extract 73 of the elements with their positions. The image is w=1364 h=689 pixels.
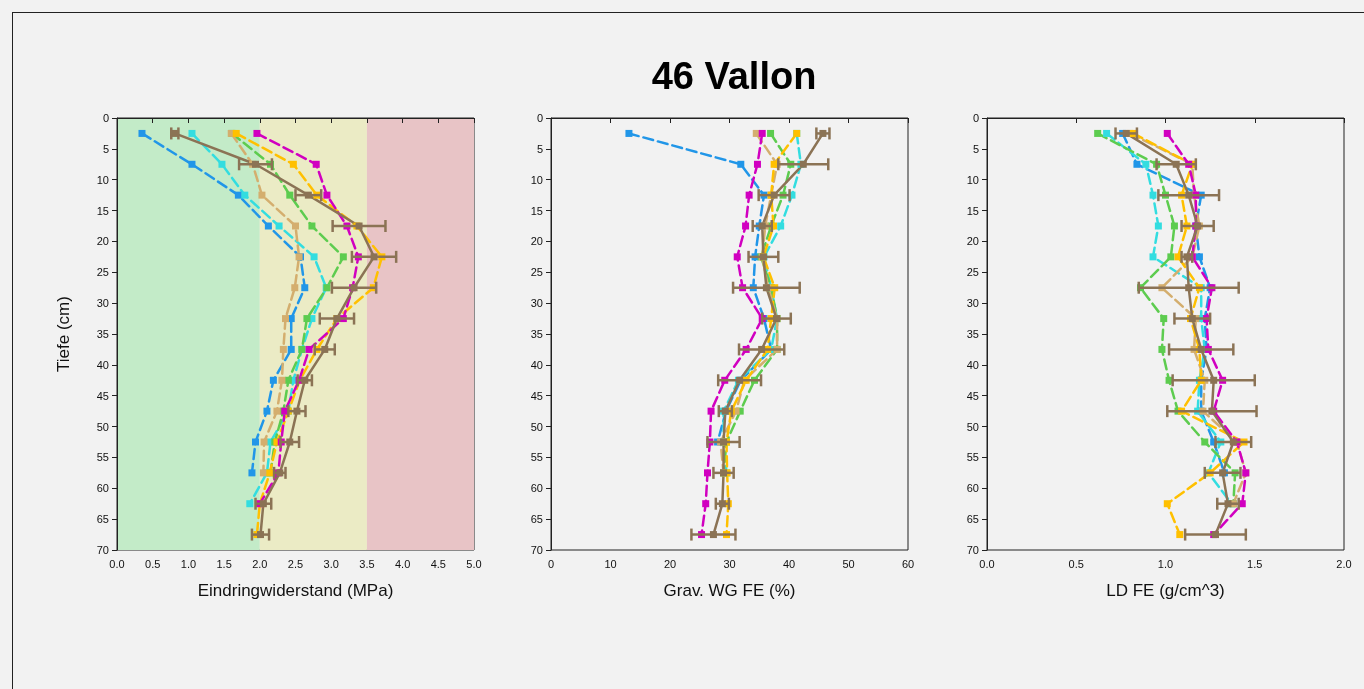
x-tick-label: 0.0 [979, 557, 995, 570]
y-axis-title: Tiefe (cm) [54, 296, 73, 372]
y-tick-label: 55 [530, 451, 543, 464]
x-tick-label: 0.5 [1068, 557, 1084, 570]
x-tick-label: 50 [842, 557, 855, 570]
x-tick-label: 3.5 [359, 557, 375, 570]
x-tick-label: 40 [782, 557, 796, 570]
y-tick-label: 25 [530, 266, 543, 279]
y-tick-label: 35 [96, 328, 109, 340]
y-tick-label: 0 [536, 112, 543, 124]
y-tick-label: 10 [96, 173, 109, 186]
x-tick-label: 60 [901, 557, 915, 570]
y-tick-label: 0 [972, 112, 979, 124]
y-tick-label: 65 [966, 513, 979, 526]
y-tick-label: 20 [96, 235, 109, 248]
y-tick-label: 5 [102, 142, 109, 155]
y-tick-label: 70 [96, 544, 109, 556]
x-tick-label: 30 [723, 557, 736, 570]
y-tick-label: 45 [530, 389, 543, 402]
y-tick-label: 40 [96, 358, 109, 371]
y-tick-label: 35 [966, 328, 979, 340]
y-tick-label: 10 [530, 173, 543, 186]
y-tick-label: 65 [96, 513, 109, 526]
y-tick-label: 10 [966, 173, 979, 186]
y-tick-label: 60 [530, 482, 543, 495]
y-tick-label: 25 [96, 266, 109, 279]
x-axis-title: Eindringwiderstand (MPa) [197, 581, 394, 600]
x-tick-label: 1.0 [1157, 557, 1174, 570]
y-tick-label: 60 [966, 482, 979, 495]
x-tick-label: 20 [663, 557, 677, 570]
y-tick-label: 0 [102, 112, 109, 124]
y-tick-label: 30 [966, 297, 979, 310]
y-tick-label: 20 [530, 235, 543, 248]
y-tick-label: 40 [966, 358, 979, 371]
x-tick-label: 1.5 [216, 557, 232, 570]
y-tick-label: 70 [530, 544, 543, 556]
y-tick-label: 65 [530, 513, 543, 526]
y-tick-label: 40 [530, 358, 543, 371]
x-tick-label: 1.0 [180, 557, 197, 570]
y-tick-label: 30 [530, 297, 543, 310]
x-tick-label: 0.0 [109, 557, 125, 570]
x-tick-label: 0 [547, 557, 555, 570]
y-tick-label: 55 [96, 451, 109, 464]
x-tick-label: 4.0 [394, 557, 411, 570]
chart-title: 46 Vallon [651, 55, 817, 97]
x-tick-label: 1.5 [1247, 557, 1263, 570]
y-tick-label: 5 [972, 142, 979, 155]
y-tick-label: 45 [966, 389, 979, 402]
y-tick-label: 15 [96, 204, 109, 217]
y-tick-label: 30 [96, 297, 109, 310]
y-tick-label: 5 [536, 142, 543, 155]
x-tick-label: 2.0 [1336, 557, 1352, 570]
x-axis-title: Grav. WG FE (%) [663, 581, 796, 600]
y-tick-label: 50 [966, 420, 979, 433]
y-tick-label: 55 [966, 451, 979, 464]
x-tick-label: 3.0 [323, 557, 339, 570]
y-tick-label: 15 [530, 204, 543, 217]
x-axis-title: LD FE (g/cm^3) [1106, 581, 1225, 600]
y-tick-label: 25 [966, 266, 979, 279]
y-tick-label: 45 [96, 389, 109, 402]
y-tick-label: 70 [966, 544, 979, 556]
y-tick-label: 15 [966, 204, 979, 217]
x-tick-label: 10 [604, 557, 617, 570]
y-tick-label: 20 [966, 235, 979, 248]
x-tick-label: 5.0 [466, 557, 482, 570]
x-tick-label: 4.5 [430, 557, 446, 570]
y-tick-label: 50 [530, 420, 543, 433]
y-tick-label: 35 [530, 328, 543, 340]
x-tick-label: 0.5 [145, 557, 161, 570]
x-tick-label: 2.0 [252, 557, 268, 570]
y-tick-label: 60 [96, 482, 109, 495]
x-tick-label: 2.5 [287, 557, 304, 570]
y-tick-label: 50 [96, 420, 109, 433]
